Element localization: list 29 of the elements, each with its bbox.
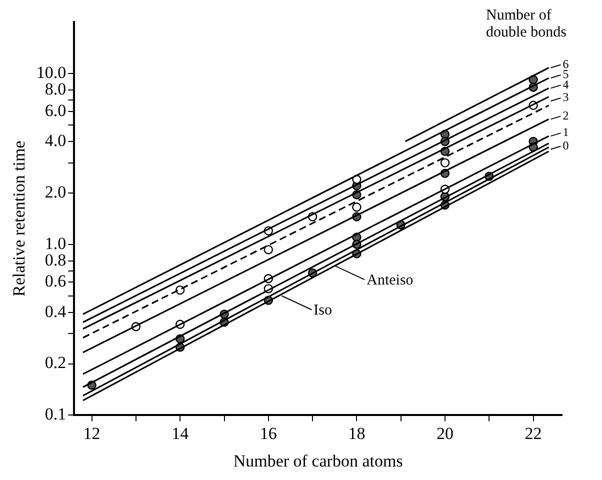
y-tick-label: 1.0: [44, 234, 66, 253]
y-tick-label: 8.0: [44, 79, 66, 98]
point: [264, 245, 274, 254]
annotation: Anteiso: [366, 272, 414, 289]
annotation: 3: [562, 90, 569, 104]
y-tick-label: 0.2: [44, 353, 66, 372]
y-tick-label: 10.0: [36, 62, 66, 82]
annotation: 1: [562, 125, 569, 140]
y-tick-label: 0.8: [44, 250, 66, 270]
x-axis-title: Number of carbon atoms: [233, 451, 403, 470]
point: [352, 202, 362, 212]
x-tick-label: 16: [260, 424, 277, 443]
annotation: Number of double bonds: [486, 7, 567, 40]
annotation: Iso: [314, 302, 332, 319]
x-tick-label: 14: [172, 424, 190, 443]
y-tick-label: 6.0: [44, 100, 66, 120]
x-tick-label: 12: [83, 424, 100, 443]
y-tick-label: 4.0: [44, 130, 66, 150]
y-tick-label: 0.4: [44, 302, 67, 321]
x-tick-label: 22: [524, 424, 542, 443]
y-tick-label: 0.6: [44, 272, 66, 291]
annotation: 2: [562, 108, 569, 122]
annotation: 0: [562, 138, 569, 152]
y-tick-label: 2.0: [44, 182, 66, 202]
point: [440, 158, 450, 168]
x-tick-label: 18: [348, 424, 366, 443]
x-tick-label: 20: [436, 424, 454, 443]
y-axis-title: Relative retention time: [10, 140, 29, 296]
y-tick-label: 0.1: [44, 404, 66, 424]
